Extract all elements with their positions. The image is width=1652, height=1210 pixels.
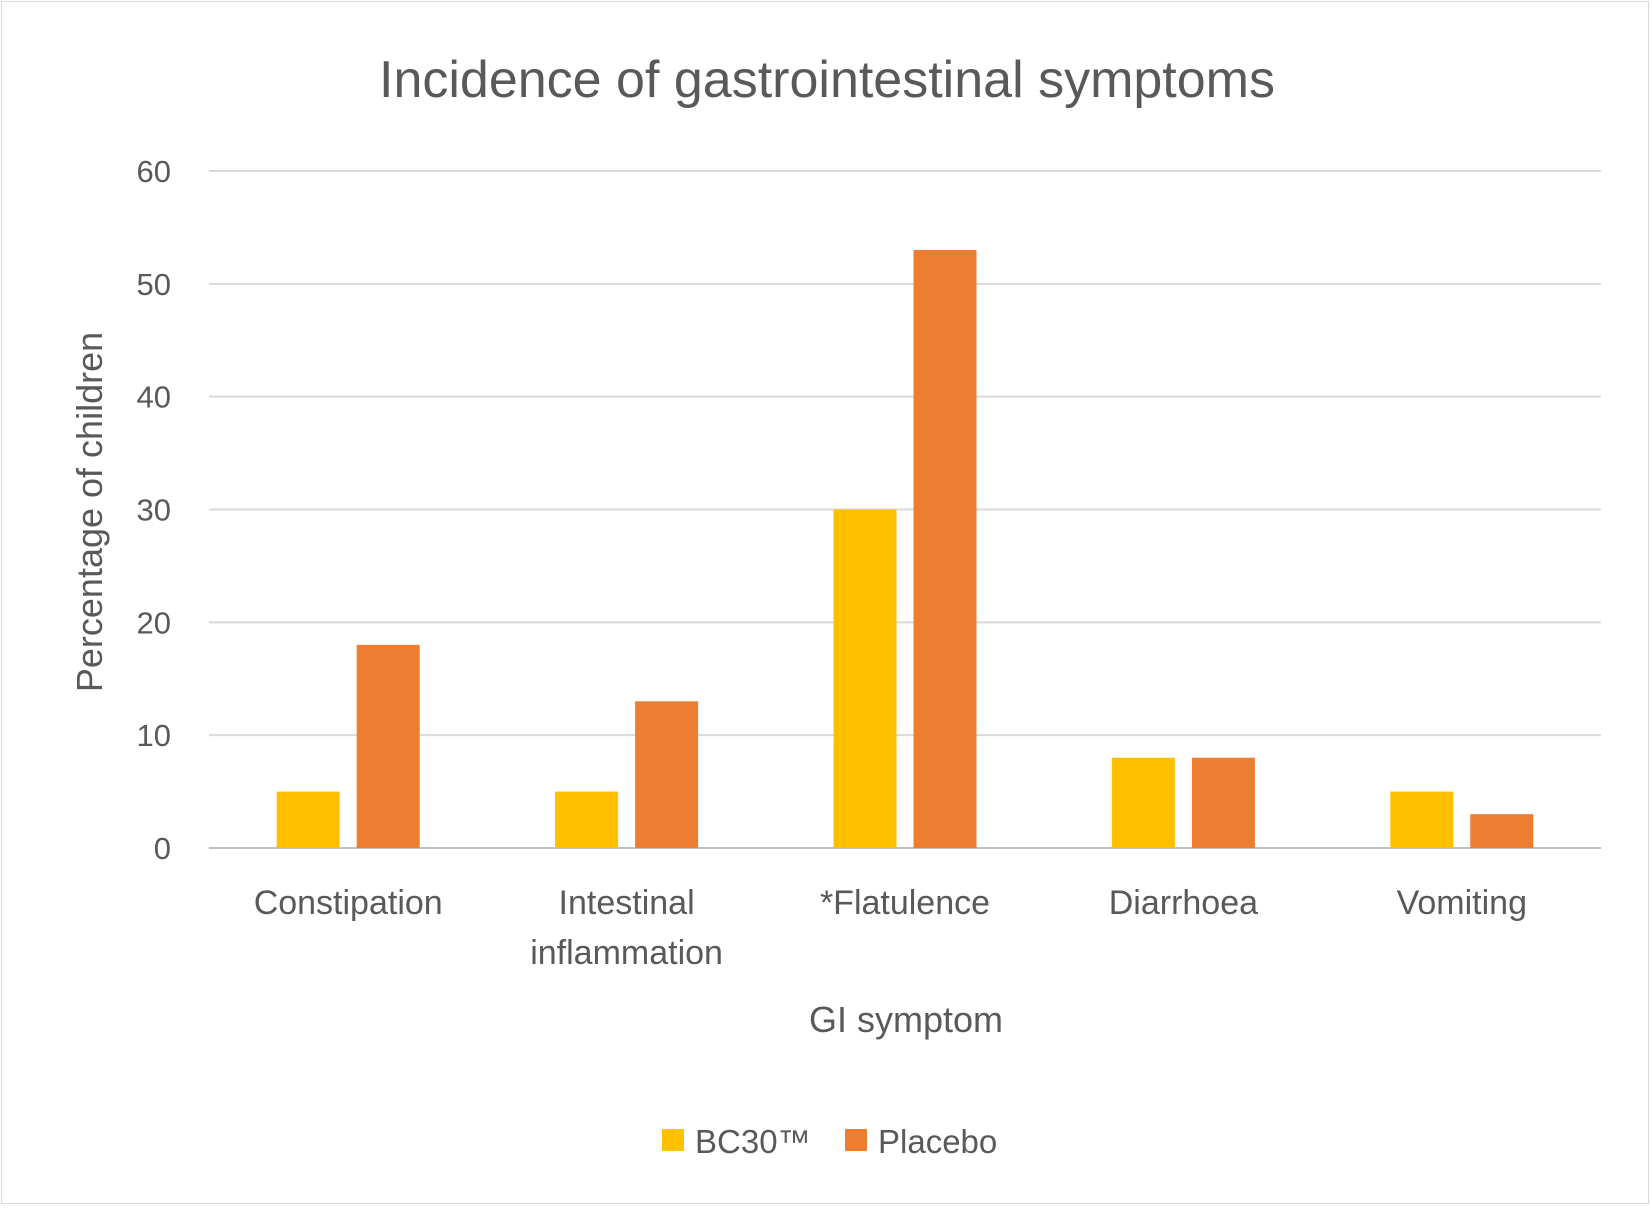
bar-placebo-4 [1470,814,1534,848]
y-tick-label: 40 [137,380,171,415]
bar-bc30-3 [1111,757,1175,848]
x-tick-label: Intestinal [559,884,695,922]
y-tick-label: 0 [154,831,171,866]
x-tick-label: inflammation [530,934,723,972]
x-tick-label: Diarrhoea [1109,884,1258,922]
y-axis-label: Percentage of children [69,332,110,692]
bar-placebo-2 [913,249,977,848]
y-tick-labels: 0 10 20 30 40 50 60 [137,154,171,866]
legend-label: Placebo [878,1123,997,1160]
bar-bc30-4 [1390,791,1454,848]
bar-bc30-1 [555,791,619,848]
bars [276,249,1534,848]
y-tick-label: 60 [137,154,171,189]
legend-swatch [845,1129,867,1151]
gridlines [209,170,1601,849]
y-tick-label: 50 [137,267,171,302]
bar-bc30-0 [276,791,340,848]
chart-title: Incidence of gastrointestinal symptoms [379,51,1275,109]
x-tick-labels: Constipation Intestinal inflammation *Flatu… [254,884,1527,972]
bar-bc30-2 [833,509,897,848]
y-tick-label: 20 [137,605,171,640]
legend-label: BC30™ [695,1123,811,1160]
bar-placebo-1 [635,701,699,848]
y-tick-label: 10 [137,718,171,753]
legend: BC30™ Placebo [662,1123,997,1160]
bar-placebo-0 [356,644,420,848]
x-tick-label: Constipation [254,884,443,922]
y-tick-label: 30 [137,493,171,528]
legend-swatch [662,1129,684,1151]
x-axis-label: GI symptom [809,999,1003,1040]
x-tick-label: *Flatulence [820,884,990,922]
x-tick-label: Vomiting [1397,884,1527,922]
bar-placebo-3 [1191,757,1255,848]
